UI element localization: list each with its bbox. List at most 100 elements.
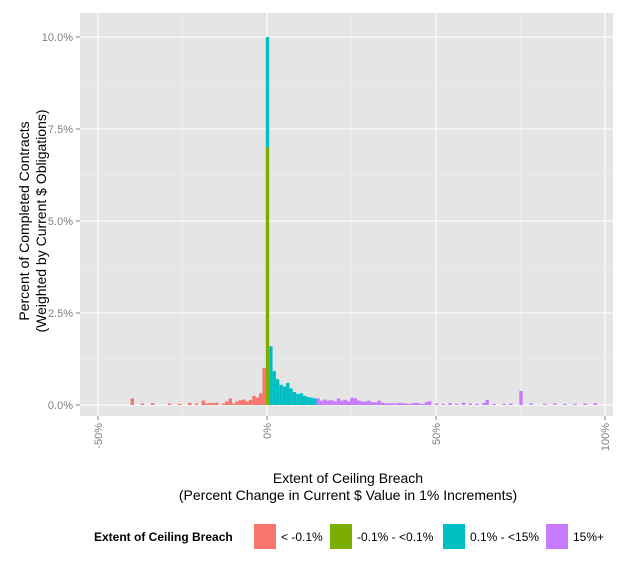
bar <box>286 382 290 405</box>
bar <box>387 403 391 405</box>
bar <box>336 398 341 405</box>
bar <box>563 403 567 405</box>
bar <box>326 400 331 405</box>
bar <box>292 392 297 405</box>
bar <box>414 402 418 405</box>
legend-title: Extent of Ceiling Breach <box>94 530 233 544</box>
y-tick-label: 2.5% <box>48 308 73 320</box>
bar <box>319 400 324 405</box>
bar <box>380 402 385 405</box>
x-axis-title-line-1: Extent of Ceiling Breach <box>273 470 423 486</box>
bar <box>404 403 408 405</box>
bar <box>208 402 212 405</box>
bar <box>357 400 361 405</box>
bar <box>573 403 577 405</box>
bar <box>373 402 378 405</box>
plot-panel <box>80 13 613 416</box>
bar <box>167 403 172 405</box>
bar <box>313 398 317 405</box>
bar <box>177 403 182 405</box>
bar <box>424 402 429 405</box>
axes: 0.0% 2.5% 5.0% 7.5% 10.0% -50% 0% 50% 100% <box>42 32 612 451</box>
bar <box>201 400 205 405</box>
y-tick-label: 0.0% <box>48 400 73 412</box>
legend-label: < -0.1% <box>281 530 323 544</box>
x-tick-label: 100% <box>600 423 612 451</box>
bar <box>509 403 513 405</box>
bar <box>593 403 598 405</box>
bar <box>519 391 523 405</box>
bar <box>350 397 354 405</box>
legend-key <box>443 524 465 549</box>
bar <box>428 401 432 405</box>
bar <box>360 401 364 405</box>
bar <box>309 397 314 405</box>
bar <box>302 395 307 405</box>
bar <box>461 402 466 405</box>
bar <box>482 403 486 405</box>
bar <box>448 403 452 405</box>
bar <box>269 346 273 405</box>
bar <box>323 399 327 405</box>
y-axis-title-line-2: (Weighted by Current $ Obligations) <box>33 109 49 332</box>
bar <box>228 398 233 405</box>
bar <box>434 403 439 405</box>
bar <box>468 403 472 405</box>
bar <box>232 403 236 405</box>
bar <box>441 403 445 405</box>
bar <box>265 147 270 405</box>
bar <box>204 403 209 405</box>
bar <box>262 368 266 405</box>
bar <box>272 371 276 405</box>
legend-key <box>330 524 352 549</box>
bar <box>401 403 405 405</box>
legend-label: 15%+ <box>573 530 604 544</box>
legend-key <box>254 524 276 549</box>
y-tick-label: 10.0% <box>42 32 73 44</box>
bar <box>282 386 287 405</box>
bar <box>485 399 489 405</box>
legend: Extent of Ceiling Breach < -0.1% -0.1% - … <box>94 524 604 549</box>
bar <box>417 403 422 405</box>
bar <box>252 395 256 405</box>
bar <box>346 401 351 405</box>
bar <box>384 403 388 405</box>
bar <box>316 398 320 405</box>
y-axis-title-line-1: Percent of Completed Contracts <box>16 121 32 320</box>
bar <box>215 402 219 405</box>
bar <box>529 403 533 405</box>
bar <box>150 403 155 405</box>
legend-label: -0.1% - <0.1% <box>357 530 434 544</box>
x-tick-label: 50% <box>431 423 443 445</box>
bar <box>194 403 199 405</box>
bar <box>140 403 145 405</box>
bar <box>225 401 229 405</box>
bar <box>394 403 398 405</box>
bar <box>353 398 358 405</box>
bar <box>542 403 547 405</box>
bar <box>455 403 459 405</box>
bar <box>245 401 249 405</box>
bar <box>211 403 216 405</box>
bar <box>255 397 260 405</box>
bar <box>340 400 344 405</box>
bar <box>330 400 334 405</box>
bar <box>296 393 300 405</box>
bar <box>390 403 395 405</box>
bar <box>306 396 310 405</box>
bar <box>235 401 239 405</box>
bar <box>492 403 496 405</box>
bar <box>299 393 303 405</box>
bar <box>363 401 368 405</box>
bar <box>265 37 270 148</box>
bar <box>188 402 192 405</box>
bar <box>553 403 557 405</box>
y-tick-label: 7.5% <box>48 124 73 136</box>
bar <box>259 393 263 405</box>
bar <box>242 399 246 405</box>
bar <box>411 403 415 405</box>
bar <box>370 402 374 405</box>
bar <box>377 400 381 405</box>
bar <box>248 399 253 405</box>
